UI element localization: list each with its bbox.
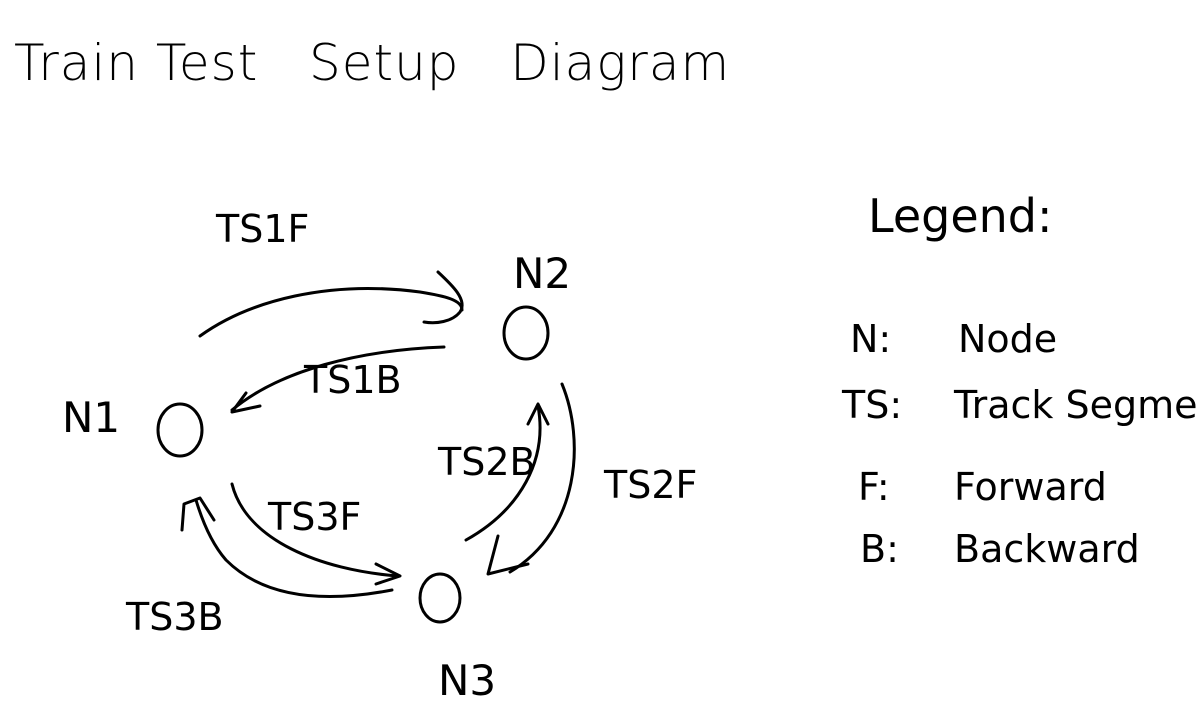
segment-ts1b: TS1B xyxy=(230,345,446,414)
ts1b-arc xyxy=(230,345,446,412)
ts1f-arc xyxy=(198,287,464,338)
legend-key: B: xyxy=(860,527,899,571)
legend-value: Backward xyxy=(954,527,1140,571)
node-circle xyxy=(418,572,462,624)
node-n2: N2 xyxy=(502,249,571,361)
node-label: N1 xyxy=(62,393,120,442)
legend-key: N: xyxy=(850,317,891,361)
ts3b-arrowhead xyxy=(374,562,402,586)
segment-ts2f: TS2F xyxy=(486,382,697,576)
segment-label: TS3F xyxy=(267,495,361,539)
legend-key: F: xyxy=(858,465,890,509)
diagram-title: Train Test Setup Diagram xyxy=(14,34,730,92)
segment-ts3b: TS3F xyxy=(230,482,402,586)
ts2f-arc xyxy=(508,382,576,574)
ts1f-arrowhead xyxy=(422,270,464,325)
legend-key: TS: xyxy=(841,383,902,427)
ts3f-arrowhead xyxy=(180,496,216,532)
segment-ts1f: TS1F xyxy=(198,207,464,338)
node-label: N3 xyxy=(438,656,496,705)
ts2b-arrowhead xyxy=(526,402,550,426)
segment-label: TS2F xyxy=(603,463,697,507)
segment-ts3f: TS3B xyxy=(125,496,394,639)
ts3f-arc xyxy=(194,498,394,599)
segment-label: TS2B xyxy=(437,440,536,484)
node-circle xyxy=(502,305,550,361)
node-circle xyxy=(156,402,204,458)
ts1b-arrowhead xyxy=(230,391,262,414)
legend-heading: Legend: xyxy=(868,189,1052,243)
node-n1: N1 xyxy=(62,393,204,458)
segment-label: TS1F xyxy=(215,207,309,251)
legend: Legend: N: Node TS: Track Segment F: For… xyxy=(841,189,1200,571)
node-label: N2 xyxy=(513,249,571,298)
ts2f-arrowhead xyxy=(486,534,530,576)
segment-label: TS1B xyxy=(303,358,402,402)
ts3b-arc xyxy=(230,482,400,578)
legend-value: Forward xyxy=(954,465,1107,509)
legend-value: Track Segment xyxy=(953,383,1200,427)
segment-ts2b: TS2B xyxy=(437,402,550,542)
ts2b-arc xyxy=(464,404,542,542)
legend-value: Node xyxy=(958,317,1057,361)
segment-label: TS3B xyxy=(125,595,224,639)
node-n3: N3 xyxy=(418,572,496,705)
